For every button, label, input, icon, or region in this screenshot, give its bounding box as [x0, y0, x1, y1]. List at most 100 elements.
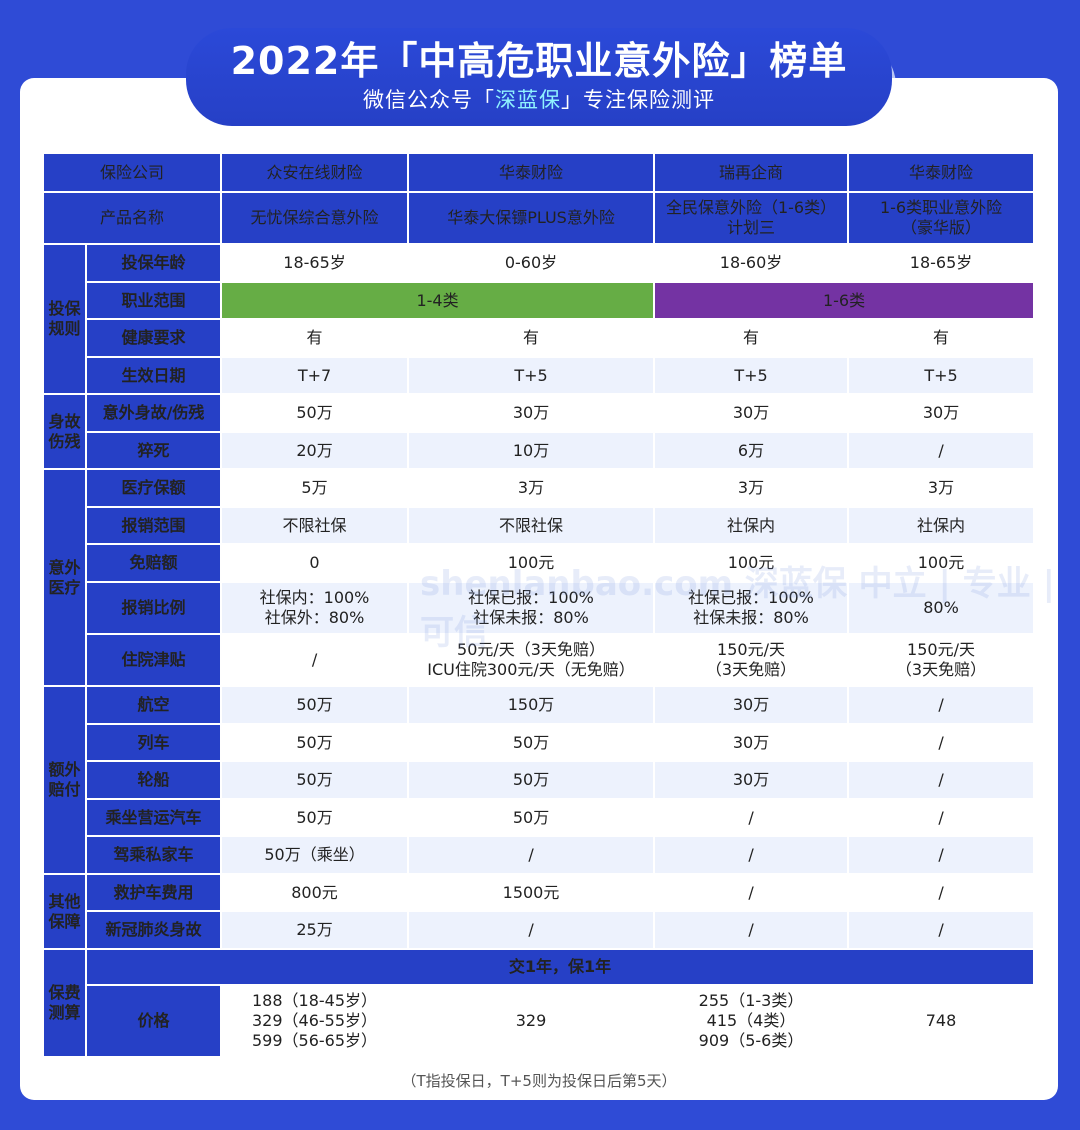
footnote: （T指投保日，T+5则为投保日后第5天） [401, 1072, 677, 1090]
cell-effective: T+7 [221, 357, 410, 395]
cell-sudden: 20万 [221, 432, 410, 470]
row-label-health: 健康要求 [86, 319, 223, 358]
category-line: 投保 [48, 299, 81, 318]
row-label-scope: 报销范围 [86, 507, 223, 545]
cell-air: 150万 [408, 686, 656, 725]
category-medical: 意外 医疗 [44, 469, 87, 687]
title-banner: 2022年「中高危职业意外险」榜单 微信公众号「深蓝保」专注保险测评 [186, 28, 892, 126]
table-row: 意外 医疗 医疗保额 5万 3万 3万 3万 [44, 469, 1036, 687]
cell-ship: 50万 [221, 761, 410, 800]
cell-train: / [848, 724, 1036, 762]
row-label-ratio: 报销比例 [86, 582, 223, 635]
table-row: 身故 伤残 意外身故/伤残 50万 30万 30万 30万 [44, 394, 1036, 470]
cell-death: 30万 [654, 394, 850, 433]
cell-train: 50万 [408, 724, 656, 762]
cell-line: ICU住院300元/天（无免赔） [427, 660, 635, 679]
category-line: 伤残 [48, 431, 81, 451]
cell-scope: 不限社保 [221, 507, 410, 545]
cell-price: 188（18-45岁） 329（46-55岁） 599（56-65岁） [221, 985, 410, 1058]
cell-medical_amount: 3万 [654, 469, 850, 508]
cell-ship: 50万 [408, 761, 656, 800]
cell-car: / [654, 836, 850, 875]
cell-hospital: 150元/天 （3天免赔） [654, 634, 850, 687]
category-premium: 保费 测算 [44, 949, 87, 1058]
row-label-sudden: 猝死 [86, 432, 223, 470]
row-label-train: 列车 [86, 724, 223, 762]
row-label-age: 投保年龄 [86, 244, 223, 283]
cell-covid: / [654, 911, 850, 950]
cell-ambulance: 1500元 [408, 874, 656, 912]
cell-covid: / [408, 911, 656, 950]
category-line: 赔付 [48, 780, 81, 799]
subtitle-suffix: 」专注保险测评 [561, 88, 715, 112]
table-row: 猝死 20万 10万 6万 / [44, 432, 1036, 470]
cell-scope: 社保内 [848, 507, 1036, 545]
cell-medical_amount: 5万 [221, 469, 410, 508]
cell-ratio: 社保已报：100% 社保未报：80% [654, 582, 850, 635]
category-death: 身故 伤残 [44, 394, 87, 470]
table-row: 住院津贴/50元/天（3天免赔） ICU住院300元/天（无免赔） 150元/天 （3… [44, 634, 1036, 687]
company-name: 瑞再企商 [654, 154, 850, 193]
cell-deductible: 100元 [654, 544, 850, 583]
cell-price: 748 [848, 985, 1036, 1058]
cell-effective: T+5 [408, 357, 656, 395]
term-note: 交1年，保1年 [86, 949, 1036, 986]
cell-line: 329 [515, 1011, 547, 1030]
cell-line: 社保已报：100% [468, 588, 594, 607]
cell-car: / [848, 836, 1036, 875]
cell-deductible: 0 [221, 544, 410, 583]
cell-train: 50万 [221, 724, 410, 762]
table-row: 投保 规则 投保年龄 18-65岁 0-60岁 18-60岁 18-65岁 [44, 244, 1036, 395]
category-line: 规则 [48, 319, 81, 338]
cell-line: 社保未报：80% [693, 608, 809, 627]
cell-line: 50元/天（3天免赔） [457, 640, 605, 659]
table-row: 保费 测算 交1年，保1年 [44, 949, 1036, 1058]
cell-car: 50万（乘坐） [221, 836, 410, 875]
cell-line: 全民保意外险（1-6类） [665, 198, 837, 217]
row-label-bus: 乘坐营运汽车 [86, 799, 223, 837]
cell-age: 18-65岁 [221, 244, 410, 283]
cell-line: 社保未报：80% [473, 608, 589, 627]
row-label-hospital: 住院津贴 [86, 634, 223, 687]
cell-bus: / [848, 799, 1036, 837]
table-row: 轮船 50万 50万 30万 / [44, 761, 1036, 800]
cell-age: 0-60岁 [408, 244, 656, 283]
cell-line: 社保内：100% [259, 588, 370, 607]
cell-line: 329（46-55岁） [251, 1011, 378, 1030]
cell-price: 255（1-3类） 415（4类） 909（5-6类） [654, 985, 850, 1058]
page-subtitle: 微信公众号「深蓝保」专注保险测评 [186, 84, 892, 116]
category-line: 其他 [48, 891, 81, 911]
category-line: 保费 [48, 983, 81, 1002]
cell-line: 社保已报：100% [688, 588, 814, 607]
cell-line: 80% [923, 598, 959, 617]
cell-line: 150元/天 [907, 640, 975, 659]
header-row-company: 保险公司 众安在线财险 华泰财险 瑞再企商 华泰财险 [44, 154, 1036, 193]
subtitle-prefix: 微信公众号「 [363, 88, 495, 112]
cell-line: （3天免赔） [705, 660, 797, 679]
table-row: 驾乘私家车 50万（乘坐） / / / [44, 836, 1036, 875]
cell-train: 30万 [654, 724, 850, 762]
table-row: 额外 赔付 航空 50万 150万 30万 / [44, 686, 1036, 875]
cell-death: 50万 [221, 394, 410, 433]
header-row-product: 产品名称 无忧保综合意外险 华泰大保镖PLUS意外险 全民保意外险（1-6类） 计划三 1… [44, 192, 1036, 245]
cell-ambulance: 800元 [221, 874, 410, 912]
cell-health: 有 [221, 319, 410, 358]
cell-line: （豪华版） [901, 218, 982, 237]
cell-ambulance: / [654, 874, 850, 912]
cell-covid: / [848, 911, 1036, 950]
row-label-medical_amount: 医疗保额 [86, 469, 223, 508]
cell-death: 30万 [408, 394, 656, 433]
cell-line: 599（56-65岁） [251, 1031, 378, 1050]
comparison-table: 保险公司 众安在线财险 华泰财险 瑞再企商 华泰财险 产品名称 无忧保综合意外险 华泰大保镖P… [44, 154, 1036, 1058]
cell-bus: 50万 [408, 799, 656, 837]
cell-ratio: 社保内：100% 社保外：80% [221, 582, 410, 635]
cell-line: 255（1-3类） [698, 991, 804, 1010]
cell-air: / [848, 686, 1036, 725]
cell-covid: 25万 [221, 911, 410, 950]
cell-ship: 30万 [654, 761, 850, 800]
cell-health: 有 [848, 319, 1036, 358]
category-rules: 投保 规则 [44, 244, 87, 395]
category-extra: 额外 赔付 [44, 686, 87, 875]
cell-scope: 社保内 [654, 507, 850, 545]
category-line: 额外 [48, 760, 81, 779]
